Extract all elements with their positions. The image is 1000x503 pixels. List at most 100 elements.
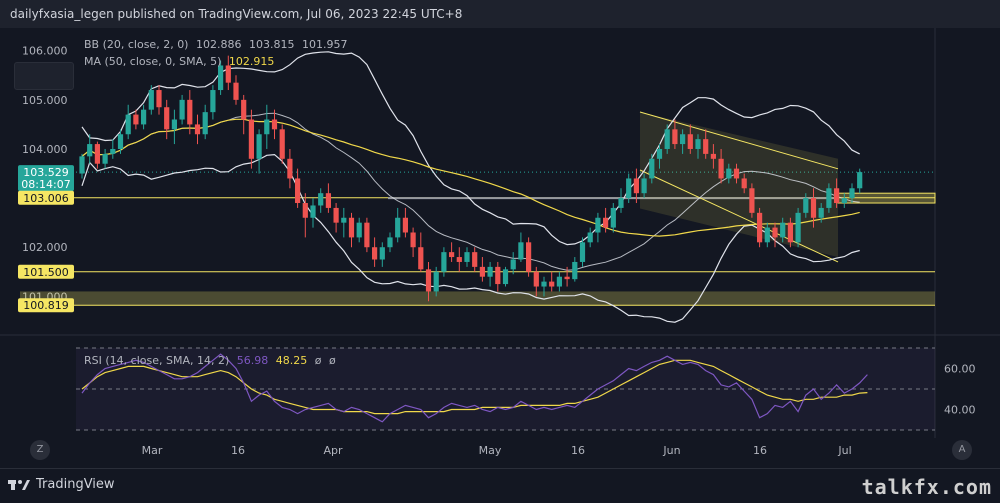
x-tick-label: Mar	[142, 444, 163, 457]
price-tick-label: 102.000	[22, 241, 68, 254]
candle-body	[649, 158, 655, 179]
level-103-label-bg	[18, 190, 74, 205]
candle-body	[264, 119, 270, 135]
candle-body	[757, 212, 763, 243]
candle-body	[479, 266, 485, 277]
candle-body	[302, 203, 308, 218]
candle-body	[117, 134, 124, 149]
candle-body	[87, 144, 93, 157]
candle-body	[164, 107, 170, 130]
chart-svg[interactable]: 106.000105.000104.000102.000101.000103.5…	[0, 28, 1000, 468]
candle-body	[626, 178, 632, 199]
candle-body	[610, 207, 616, 228]
current-price-label-bg	[18, 165, 74, 192]
candle-body	[603, 217, 609, 228]
candle-body	[741, 178, 747, 189]
candle-body	[425, 269, 432, 292]
bb-value-1: 102.886	[195, 38, 242, 51]
candle-body	[595, 217, 601, 233]
candle-body	[834, 188, 840, 204]
candle-body	[225, 65, 231, 83]
rsi-line	[81, 353, 868, 423]
talkfx-watermark: talkfx.com	[861, 475, 992, 499]
candle-body	[633, 178, 639, 194]
brand-name: TradingView	[36, 477, 115, 492]
candle-body	[495, 266, 501, 285]
candle-body	[94, 144, 100, 164]
candle-body	[141, 109, 147, 125]
candle-body	[387, 237, 393, 248]
candle-body	[395, 217, 401, 238]
candle-body	[672, 129, 678, 145]
candle-body	[449, 252, 455, 258]
candle-body	[664, 129, 670, 149]
ma50-line	[81, 118, 860, 237]
ma-legend: MA (50, close, 0, SMA, 5) 102.915	[84, 55, 274, 68]
candle-body	[795, 212, 801, 243]
candle-body	[402, 217, 408, 233]
candle-body	[464, 252, 470, 262]
candle-body	[156, 90, 162, 108]
level-1015-label-bg	[18, 264, 74, 279]
x-tick-label: 16	[753, 444, 767, 457]
candle-body	[541, 281, 547, 287]
candle-body	[218, 65, 224, 91]
candle-body	[171, 119, 177, 130]
candle-body	[487, 266, 493, 277]
candle-body	[287, 158, 293, 179]
candle-body	[472, 252, 478, 267]
candle-body	[749, 188, 755, 213]
candle-body	[325, 193, 331, 208]
candle-body	[849, 188, 855, 199]
bb-lower-line	[81, 153, 860, 323]
publish-info: dailyfxasia_legen published on TradingVi…	[10, 7, 463, 21]
support-zone	[20, 291, 935, 306]
chart-panel[interactable]: 106.000 105.000 104.000 102.000 101.000 103.5…	[0, 28, 1000, 468]
rsi-label: RSI (14, close, SMA, 14, 2)	[84, 354, 230, 367]
x-tick-label: May	[479, 444, 502, 457]
candle-body	[102, 153, 108, 164]
rsi-value: 56.98	[236, 354, 269, 367]
candle-body	[418, 247, 424, 270]
tradingview-logo[interactable]: TradingView	[8, 477, 115, 492]
candle-body	[310, 205, 316, 218]
candle-body	[456, 257, 462, 262]
ma-value: 102.915	[228, 55, 275, 68]
rsi-ma-line	[81, 359, 868, 415]
bb-label: BB (20, close, 2, 0)	[84, 38, 189, 51]
candle-body	[680, 134, 686, 145]
symbol-box[interactable]	[14, 62, 74, 90]
candle-body	[556, 276, 562, 287]
x-tick-label: 16	[571, 444, 585, 457]
bb-legend: BB (20, close, 2, 0) 102.886 103.815 101…	[84, 38, 347, 51]
rsi-tick-label: 60.00	[944, 363, 976, 376]
candle-body	[179, 99, 185, 120]
candle-body	[210, 90, 216, 113]
candle-body	[656, 148, 663, 159]
candle-body	[579, 242, 586, 262]
rsi-ma-value: 48.25	[275, 354, 308, 367]
candle-body	[533, 271, 539, 287]
candle-body	[194, 124, 201, 135]
candle-body	[841, 198, 847, 204]
price-tick-label: 105.000	[22, 94, 68, 107]
level-1008-label-bg	[18, 298, 74, 313]
bb-value-3: 101.957	[301, 38, 348, 51]
level-1008-label: 100.819	[23, 299, 69, 312]
candle-body	[295, 178, 301, 204]
candle-body	[518, 242, 524, 260]
candle-body	[248, 119, 254, 159]
price-tick-label: 104.000	[22, 143, 68, 156]
candle-body	[564, 276, 570, 280]
candle-body	[718, 158, 724, 179]
candle-body	[726, 168, 732, 179]
candle-body	[233, 82, 239, 100]
candle-body	[510, 259, 516, 270]
candle-body	[256, 134, 262, 159]
timezone-button[interactable]: Z	[30, 440, 50, 460]
auto-scale-button[interactable]: A	[952, 440, 972, 460]
rsi-extra-1: ø	[314, 354, 322, 367]
candle-body	[187, 99, 193, 125]
candle-body	[356, 222, 362, 238]
candle-body	[148, 90, 154, 110]
